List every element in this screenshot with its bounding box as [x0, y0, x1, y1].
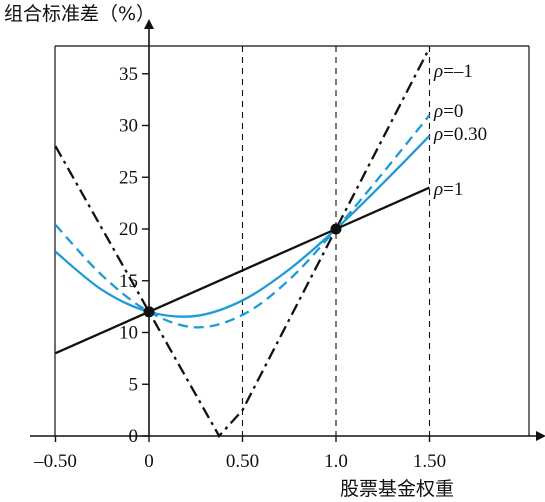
y-axis-title: 组合标准差（%） [4, 3, 155, 25]
series-labels: ρ=–1 ρ=0 ρ=0.30 ρ=1 [433, 61, 487, 200]
series-line-0 [54, 47, 431, 438]
y-tick-label-1: 5 [129, 374, 139, 395]
series-line-3 [55, 186, 430, 355]
series-label-rho-neg1: ρ=–1 [433, 61, 473, 82]
x-tick-label-0: –0.50 [33, 451, 77, 472]
x-tick-label-1: 0 [144, 451, 154, 472]
y-tick-label-2: 10 [119, 323, 138, 344]
series-line-1 [54, 114, 431, 329]
y-tick-label-3: 15 [119, 271, 138, 292]
x-axis-title: 股票基金权重 [340, 478, 454, 500]
data-point-1 [330, 223, 342, 235]
dashed-vertical-lines [241, 46, 431, 436]
plot-area [54, 45, 530, 436]
series-label-rho-0: ρ=0 [433, 101, 463, 122]
y-axis-ticks: 0 5 10 15 20 25 30 35 [119, 64, 149, 447]
series-line-2 [54, 135, 431, 318]
y-tick-label-7: 35 [119, 64, 138, 85]
y-tick-label-0: 0 [129, 426, 139, 447]
x-tick-label-2: 0.50 [226, 451, 259, 472]
x-tick-label-3: 1.0 [324, 451, 348, 472]
series-label-rho-030: ρ=0.30 [433, 124, 487, 145]
y-tick-label-6: 30 [119, 116, 138, 137]
y-tick-label-4: 20 [119, 219, 138, 240]
x-axis-ticks: –0.50 0 0.50 1.0 1.50 [33, 436, 446, 472]
series-label-rho-1: ρ=1 [433, 179, 463, 200]
series-lines [54, 47, 431, 438]
x-tick-label-4: 1.50 [413, 451, 446, 472]
y-tick-label-5: 25 [119, 167, 138, 188]
